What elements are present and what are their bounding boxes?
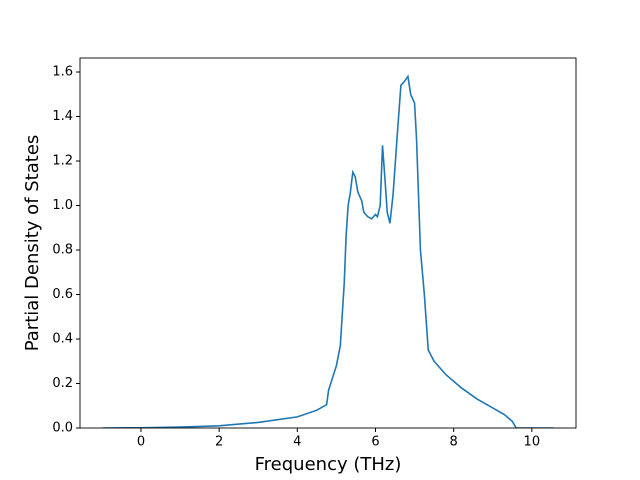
y-tick-label: 1.0 (52, 198, 73, 213)
x-tick-label: 10 (524, 435, 541, 450)
y-tick-label: 1.6 (52, 65, 73, 80)
y-tick-label: 1.2 (52, 154, 73, 169)
x-tick-label: 0 (137, 435, 145, 450)
x-axis-label: Frequency (THz) (255, 454, 402, 475)
y-tick-label: 0.8 (52, 243, 73, 258)
y-tick-label: 0.2 (52, 376, 73, 391)
y-tick-label: 0.6 (52, 287, 73, 302)
y-tick-label: 1.4 (52, 109, 73, 124)
y-tick-label: 0.0 (52, 421, 73, 436)
x-tick-label: 8 (450, 435, 458, 450)
x-tick-label: 4 (293, 435, 301, 450)
plot-frame (79, 57, 577, 429)
line (102, 74, 554, 428)
x-tick-label: 2 (215, 435, 223, 450)
x-tick-label: 6 (371, 435, 379, 450)
y-tick-label: 0.4 (52, 332, 73, 347)
y-axis-label: Partial Density of States (22, 135, 43, 352)
